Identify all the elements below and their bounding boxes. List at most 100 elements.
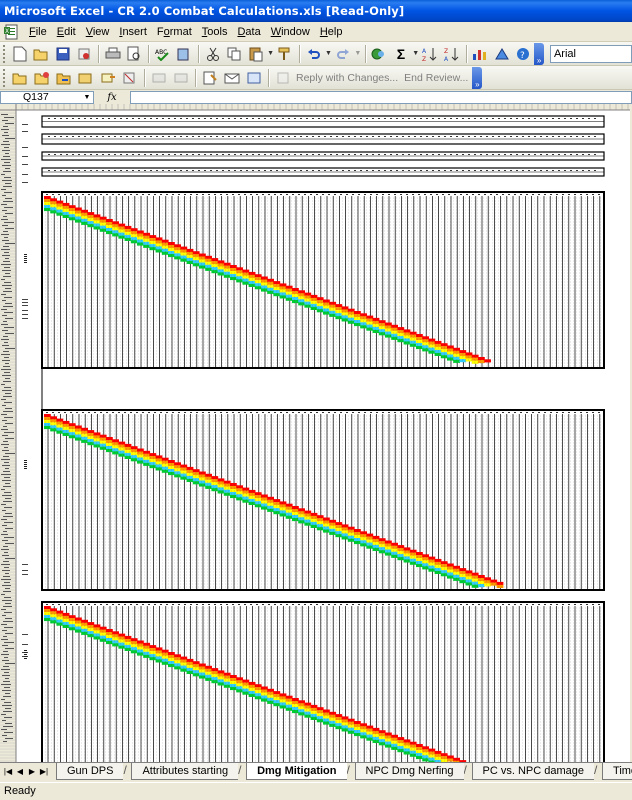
reply-with-changes-icon[interactable] (273, 68, 293, 88)
paste-icon[interactable] (246, 44, 266, 64)
menu-help[interactable]: Help (319, 25, 343, 38)
menu-window[interactable]: Window (270, 25, 310, 38)
row-number (4, 267, 10, 268)
copy-icon[interactable] (225, 44, 245, 64)
last-sheet-icon[interactable]: ▶| (39, 767, 49, 776)
sheet-tab[interactable]: Dmg Mitigation (246, 763, 347, 780)
menu-data[interactable]: Data (237, 25, 261, 38)
font-name-box[interactable]: Arial (549, 44, 632, 63)
edit-comment-icon[interactable] (200, 68, 220, 88)
name-box[interactable]: Q137 ▼ (0, 90, 94, 104)
sheet-tab[interactable]: PC vs. NPC damage (471, 763, 595, 780)
open-icon[interactable] (32, 44, 52, 64)
new-icon[interactable] (10, 44, 30, 64)
end-review-button[interactable]: End Review... (404, 71, 469, 84)
show-all-comments-icon[interactable] (120, 68, 140, 88)
redo-icon[interactable] (333, 44, 353, 64)
previous-sheet-icon[interactable]: ◀ (16, 767, 24, 776)
send-to-mail-icon[interactable] (222, 68, 242, 88)
undo-icon[interactable] (304, 44, 324, 64)
toolbar-grip[interactable] (3, 44, 6, 63)
track-changes-icon[interactable] (149, 68, 169, 88)
research-icon[interactable] (175, 44, 195, 64)
cut-icon[interactable] (203, 44, 223, 64)
sheet-tab[interactable]: Attributes starting (131, 763, 239, 780)
summary-table-value (372, 118, 374, 119)
mitigation-band-cell (341, 533, 349, 537)
autosum-icon[interactable]: Σ (396, 45, 406, 62)
undo-dropdown-icon[interactable]: ▼ (325, 50, 332, 57)
mitigation-band-cell (403, 553, 411, 557)
toolbar-options-icon[interactable]: » (534, 42, 544, 65)
worksheet-grid[interactable] (0, 104, 632, 762)
new-comment-icon[interactable] (32, 68, 52, 88)
review-icon[interactable] (244, 68, 264, 88)
mitigation-band-cell (62, 205, 70, 209)
summary-table-value (288, 136, 290, 137)
reply-with-changes-button[interactable]: Reply with Changes... (296, 71, 399, 84)
permission-icon[interactable] (75, 44, 95, 64)
mitigation-band-cell (44, 423, 51, 427)
mitigation-band-cell (329, 711, 336, 715)
table-header-value (340, 604, 342, 605)
toolbar-grip[interactable] (3, 68, 6, 87)
mitigation-band-cell (217, 490, 225, 494)
mitigation-band-cell (118, 229, 126, 233)
excel-document-icon[interactable]: X (4, 24, 20, 40)
sheet-tab[interactable]: Gun DPS (56, 763, 124, 780)
show-comment-icon[interactable] (98, 68, 118, 88)
sheet-tab[interactable]: NPC Dmg Nerfing (354, 763, 464, 780)
tab-separator: / (346, 763, 350, 777)
name-box-dropdown-icon[interactable]: ▼ (83, 93, 91, 101)
next-sheet-icon[interactable]: ▶ (28, 767, 36, 776)
mitigation-band-cell (329, 310, 336, 314)
vertical-scroll-edge[interactable] (630, 104, 632, 762)
menu-file[interactable]: File (29, 25, 47, 38)
print-preview-icon[interactable] (125, 44, 145, 64)
sheet-tab[interactable]: Time to Kill (602, 763, 632, 780)
menu-format[interactable]: Format (156, 25, 192, 38)
toolbar-options-icon[interactable]: » (472, 66, 483, 89)
mitigation-band-cell (50, 198, 57, 202)
table-header-value (400, 412, 402, 413)
folder-icon[interactable] (10, 68, 30, 88)
menu-tools[interactable]: Tools (201, 25, 228, 38)
menu-insert[interactable]: Insert (119, 25, 147, 38)
spelling-icon[interactable]: ABC (153, 44, 173, 64)
mitigation-band-cell (409, 552, 417, 556)
drawing-icon[interactable] (492, 44, 512, 64)
mitigation-band-cell (217, 487, 225, 491)
table-header-value (454, 604, 456, 605)
mitigation-band-cell (211, 270, 219, 274)
worksheet-canvas[interactable] (0, 104, 632, 762)
help-icon[interactable]: ? (514, 44, 534, 64)
mitigation-band-cell (409, 343, 417, 347)
mitigation-band-cell (329, 723, 336, 727)
chart-wizard-icon[interactable] (471, 44, 491, 64)
hyperlink-icon[interactable] (370, 44, 390, 64)
paste-dropdown-icon[interactable]: ▼ (267, 50, 275, 57)
mitigation-band-cell (87, 631, 95, 635)
summary-table-value (582, 136, 584, 137)
mitigation-band-cell (292, 512, 299, 516)
summary-table-value (588, 118, 590, 119)
insert-function-icon[interactable]: fx (107, 91, 117, 103)
previous-comment-icon[interactable] (54, 68, 74, 88)
mitigation-band-cell (106, 629, 113, 633)
autosum-dropdown-icon[interactable]: ▼ (412, 50, 420, 57)
next-comment-icon[interactable] (76, 68, 96, 88)
formula-input[interactable] (130, 90, 632, 104)
mitigation-band-cell (484, 359, 491, 363)
menu-edit[interactable]: Edit (56, 25, 76, 38)
redo-dropdown-icon[interactable]: ▼ (354, 50, 362, 57)
mitigation-band-cell (217, 679, 225, 683)
first-sheet-icon[interactable]: |◀ (3, 767, 13, 776)
print-icon[interactable] (103, 44, 123, 64)
save-icon[interactable] (53, 44, 73, 64)
mitigation-band-cell (378, 547, 386, 551)
accept-change-icon[interactable] (171, 68, 191, 88)
format-painter-icon[interactable] (276, 44, 296, 64)
menu-view[interactable]: View (85, 25, 110, 38)
